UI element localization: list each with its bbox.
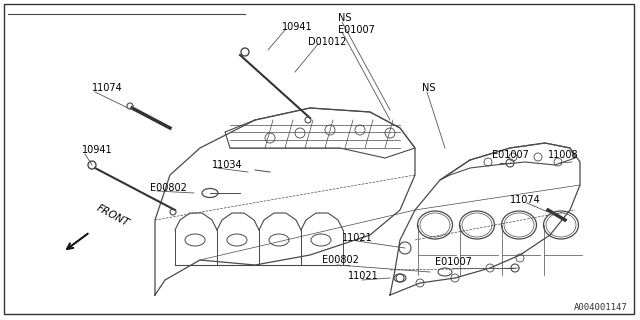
Text: E01007: E01007 <box>492 150 529 160</box>
Text: A004001147: A004001147 <box>574 303 628 312</box>
Text: E00802: E00802 <box>150 183 187 193</box>
Text: 10941: 10941 <box>82 145 113 155</box>
Text: 11074: 11074 <box>92 83 123 93</box>
Text: 11074: 11074 <box>510 195 541 205</box>
Text: E01007: E01007 <box>338 25 375 35</box>
Text: 11021: 11021 <box>348 271 379 281</box>
Text: E00802: E00802 <box>322 255 359 265</box>
Text: 11021: 11021 <box>342 233 372 243</box>
Text: E01007: E01007 <box>435 257 472 267</box>
Text: 11034: 11034 <box>212 160 243 170</box>
Text: 10941: 10941 <box>282 22 312 32</box>
Text: NS: NS <box>338 13 351 23</box>
Text: FRONT: FRONT <box>95 203 131 228</box>
Text: NS: NS <box>422 83 435 93</box>
Text: D01012: D01012 <box>308 37 346 47</box>
Text: 11008: 11008 <box>548 150 579 160</box>
